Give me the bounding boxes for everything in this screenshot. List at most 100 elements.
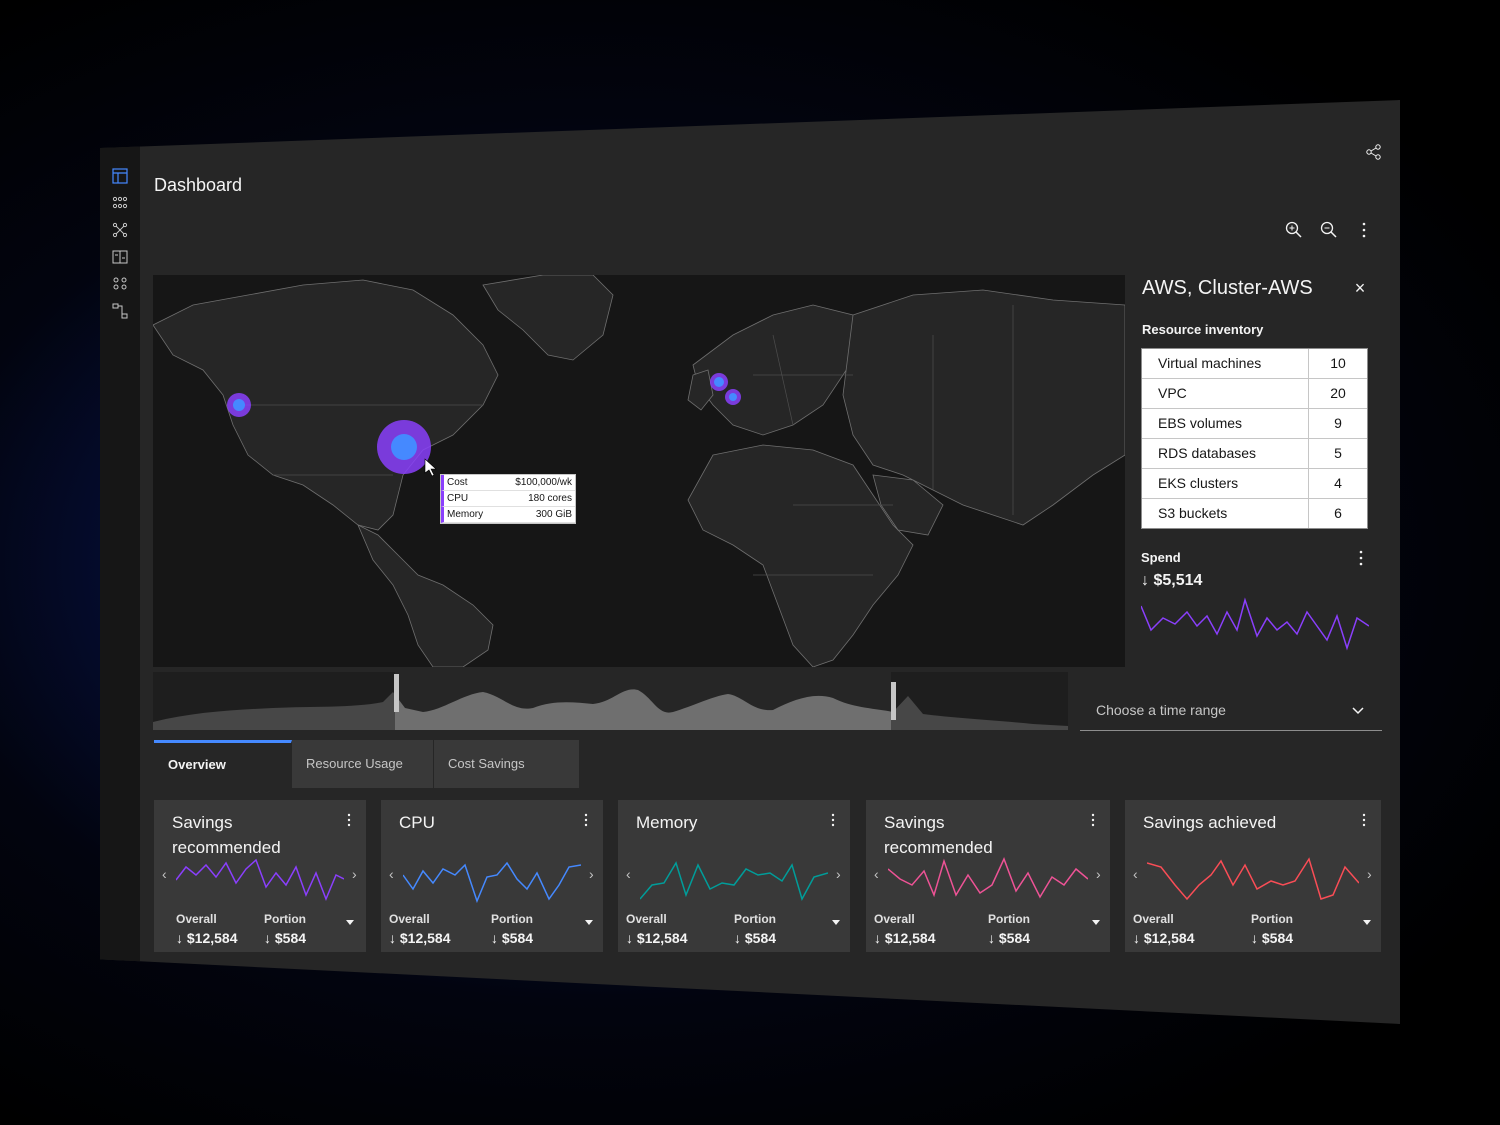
inventory-value: 4 — [1334, 475, 1342, 491]
chevron-right-icon[interactable]: › — [1096, 866, 1101, 882]
inventory-name: RDS databases — [1142, 439, 1309, 468]
world-map[interactable] — [153, 275, 1125, 667]
spend-label: Spend — [1141, 550, 1181, 565]
timeline-brush[interactable] — [153, 672, 1068, 730]
tooltip-value: 300 GiB — [535, 509, 572, 520]
inventory-value: 10 — [1330, 355, 1346, 371]
caret-down-icon[interactable] — [1363, 920, 1371, 925]
chevron-left-icon[interactable]: ‹ — [162, 866, 167, 882]
timeline-handle-end[interactable] — [891, 682, 896, 720]
card-sparkline — [176, 858, 344, 902]
cluster-bubble-eu-core — [729, 393, 737, 401]
group-icon[interactable] — [112, 276, 128, 292]
card-title: Savings recommended — [172, 813, 281, 857]
network-icon[interactable] — [112, 195, 128, 211]
timeline-handle-start[interactable] — [394, 674, 399, 712]
overall-label: Overall — [626, 912, 667, 926]
chevron-down-icon — [1352, 707, 1364, 715]
card-cpu: CPU ‹ › Overall ↓ $12,584 Portion ↓ $584 — [381, 800, 603, 952]
overall-value: ↓ $12,584 — [176, 930, 238, 946]
chevron-left-icon[interactable]: ‹ — [1133, 866, 1138, 882]
card-sparkline — [1147, 857, 1359, 901]
time-range-label: Choose a time range — [1096, 702, 1226, 718]
portion-value: ↓ $584 — [988, 930, 1031, 946]
caret-down-icon[interactable] — [346, 920, 354, 925]
tooltip-label: Memory — [447, 509, 484, 520]
table-row: EKS clusters 4 — [1142, 469, 1367, 499]
card-memory: Memory ‹ › Overall ↓ $12,584 Portion ↓ $… — [618, 800, 850, 952]
overflow-menu-icon[interactable] — [1086, 812, 1100, 828]
overflow-menu-icon[interactable] — [342, 812, 356, 828]
topology-icon[interactable] — [112, 222, 128, 238]
inventory-name: EBS volumes — [1142, 409, 1309, 438]
portion-label: Portion — [264, 912, 306, 926]
tooltip-value: 180 cores — [528, 493, 572, 504]
portion-value: ↓ $584 — [264, 930, 307, 946]
chevron-left-icon[interactable]: ‹ — [626, 866, 631, 882]
share-icon[interactable] — [1364, 142, 1384, 162]
chevron-right-icon[interactable]: › — [1367, 866, 1372, 882]
report-icon[interactable] — [112, 249, 128, 265]
map-tooltip: Cost $100,000/wk CPU 180 cores Memory 300 G… — [440, 474, 576, 524]
zoom-out-icon[interactable] — [1319, 220, 1339, 240]
table-row: S3 buckets 6 — [1142, 499, 1367, 528]
portion-label: Portion — [988, 912, 1030, 926]
portion-value: ↓ $584 — [734, 930, 777, 946]
overflow-menu-icon[interactable] — [1357, 812, 1371, 828]
table-row: VPC 20 — [1142, 379, 1367, 409]
panel-title: AWS, Cluster-AWS — [1142, 277, 1313, 299]
portion-label: Portion — [491, 912, 533, 926]
chevron-right-icon[interactable]: › — [352, 866, 357, 882]
caret-down-icon[interactable] — [585, 920, 593, 925]
overall-value: ↓ $12,584 — [626, 930, 688, 946]
spend-overflow-menu-icon[interactable] — [1351, 548, 1371, 568]
inventory-name: Virtual machines — [1142, 349, 1309, 378]
chevron-left-icon[interactable]: ‹ — [389, 866, 394, 882]
inventory-value: 6 — [1334, 505, 1342, 521]
cluster-bubble-us-west-core — [233, 399, 245, 411]
inventory-name: VPC — [1142, 379, 1309, 408]
overflow-menu-icon[interactable] — [579, 812, 593, 828]
time-range-dropdown[interactable]: Choose a time range — [1080, 690, 1382, 731]
close-icon[interactable]: × — [1354, 278, 1366, 298]
zoom-in-icon[interactable] — [1284, 220, 1304, 240]
side-nav-rail — [100, 100, 140, 1024]
dashboard-window: Dashboard — [100, 100, 1400, 1024]
tab-cost-savings[interactable]: Cost Savings — [434, 740, 580, 788]
card-title: Savings achieved — [1143, 813, 1277, 832]
card-title: CPU — [399, 813, 435, 832]
tab-list: Overview Resource Usage Cost Savings — [154, 740, 580, 788]
tooltip-row-cpu: CPU 180 cores — [441, 491, 575, 507]
overall-label: Overall — [1133, 912, 1174, 926]
flow-icon[interactable] — [112, 303, 128, 319]
caret-down-icon[interactable] — [1092, 920, 1100, 925]
tab-resource-usage[interactable]: Resource Usage — [292, 740, 434, 788]
cluster-bubble-uk-core — [714, 377, 724, 387]
overall-value: ↓ $12,584 — [389, 930, 451, 946]
inventory-name: S3 buckets — [1142, 499, 1309, 528]
inventory-value: 5 — [1334, 445, 1342, 461]
chevron-left-icon[interactable]: ‹ — [874, 866, 879, 882]
portion-value: ↓ $584 — [491, 930, 534, 946]
dashboard-icon[interactable] — [112, 168, 128, 184]
overflow-menu-icon[interactable] — [826, 812, 840, 828]
tooltip-value: $100,000/wk — [515, 477, 572, 488]
tab-overview[interactable]: Overview — [154, 740, 292, 788]
chevron-right-icon[interactable]: › — [836, 866, 841, 882]
card-savings-achieved: Savings achieved ‹ › Overall ↓ $12,584 P… — [1125, 800, 1381, 952]
cluster-detail-panel: AWS, Cluster-AWS × Resource inventory Vi… — [1125, 260, 1400, 680]
portion-label: Portion — [1251, 912, 1293, 926]
table-row: Virtual machines 10 — [1142, 349, 1367, 379]
world-map-shapes — [153, 275, 1125, 667]
overflow-menu-icon[interactable] — [1354, 220, 1374, 240]
table-row: RDS databases 5 — [1142, 439, 1367, 469]
tooltip-row-cost: Cost $100,000/wk — [441, 475, 575, 491]
overall-value: ↓ $12,584 — [1133, 930, 1195, 946]
table-row: EBS volumes 9 — [1142, 409, 1367, 439]
spend-value: ↓ $5,514 — [1141, 572, 1203, 589]
caret-down-icon[interactable] — [832, 920, 840, 925]
overall-label: Overall — [874, 912, 915, 926]
chevron-right-icon[interactable]: › — [589, 866, 594, 882]
inventory-table: Virtual machines 10 VPC 20 EBS volumes 9 RD… — [1141, 348, 1368, 529]
tooltip-row-memory: Memory 300 GiB — [441, 507, 575, 523]
